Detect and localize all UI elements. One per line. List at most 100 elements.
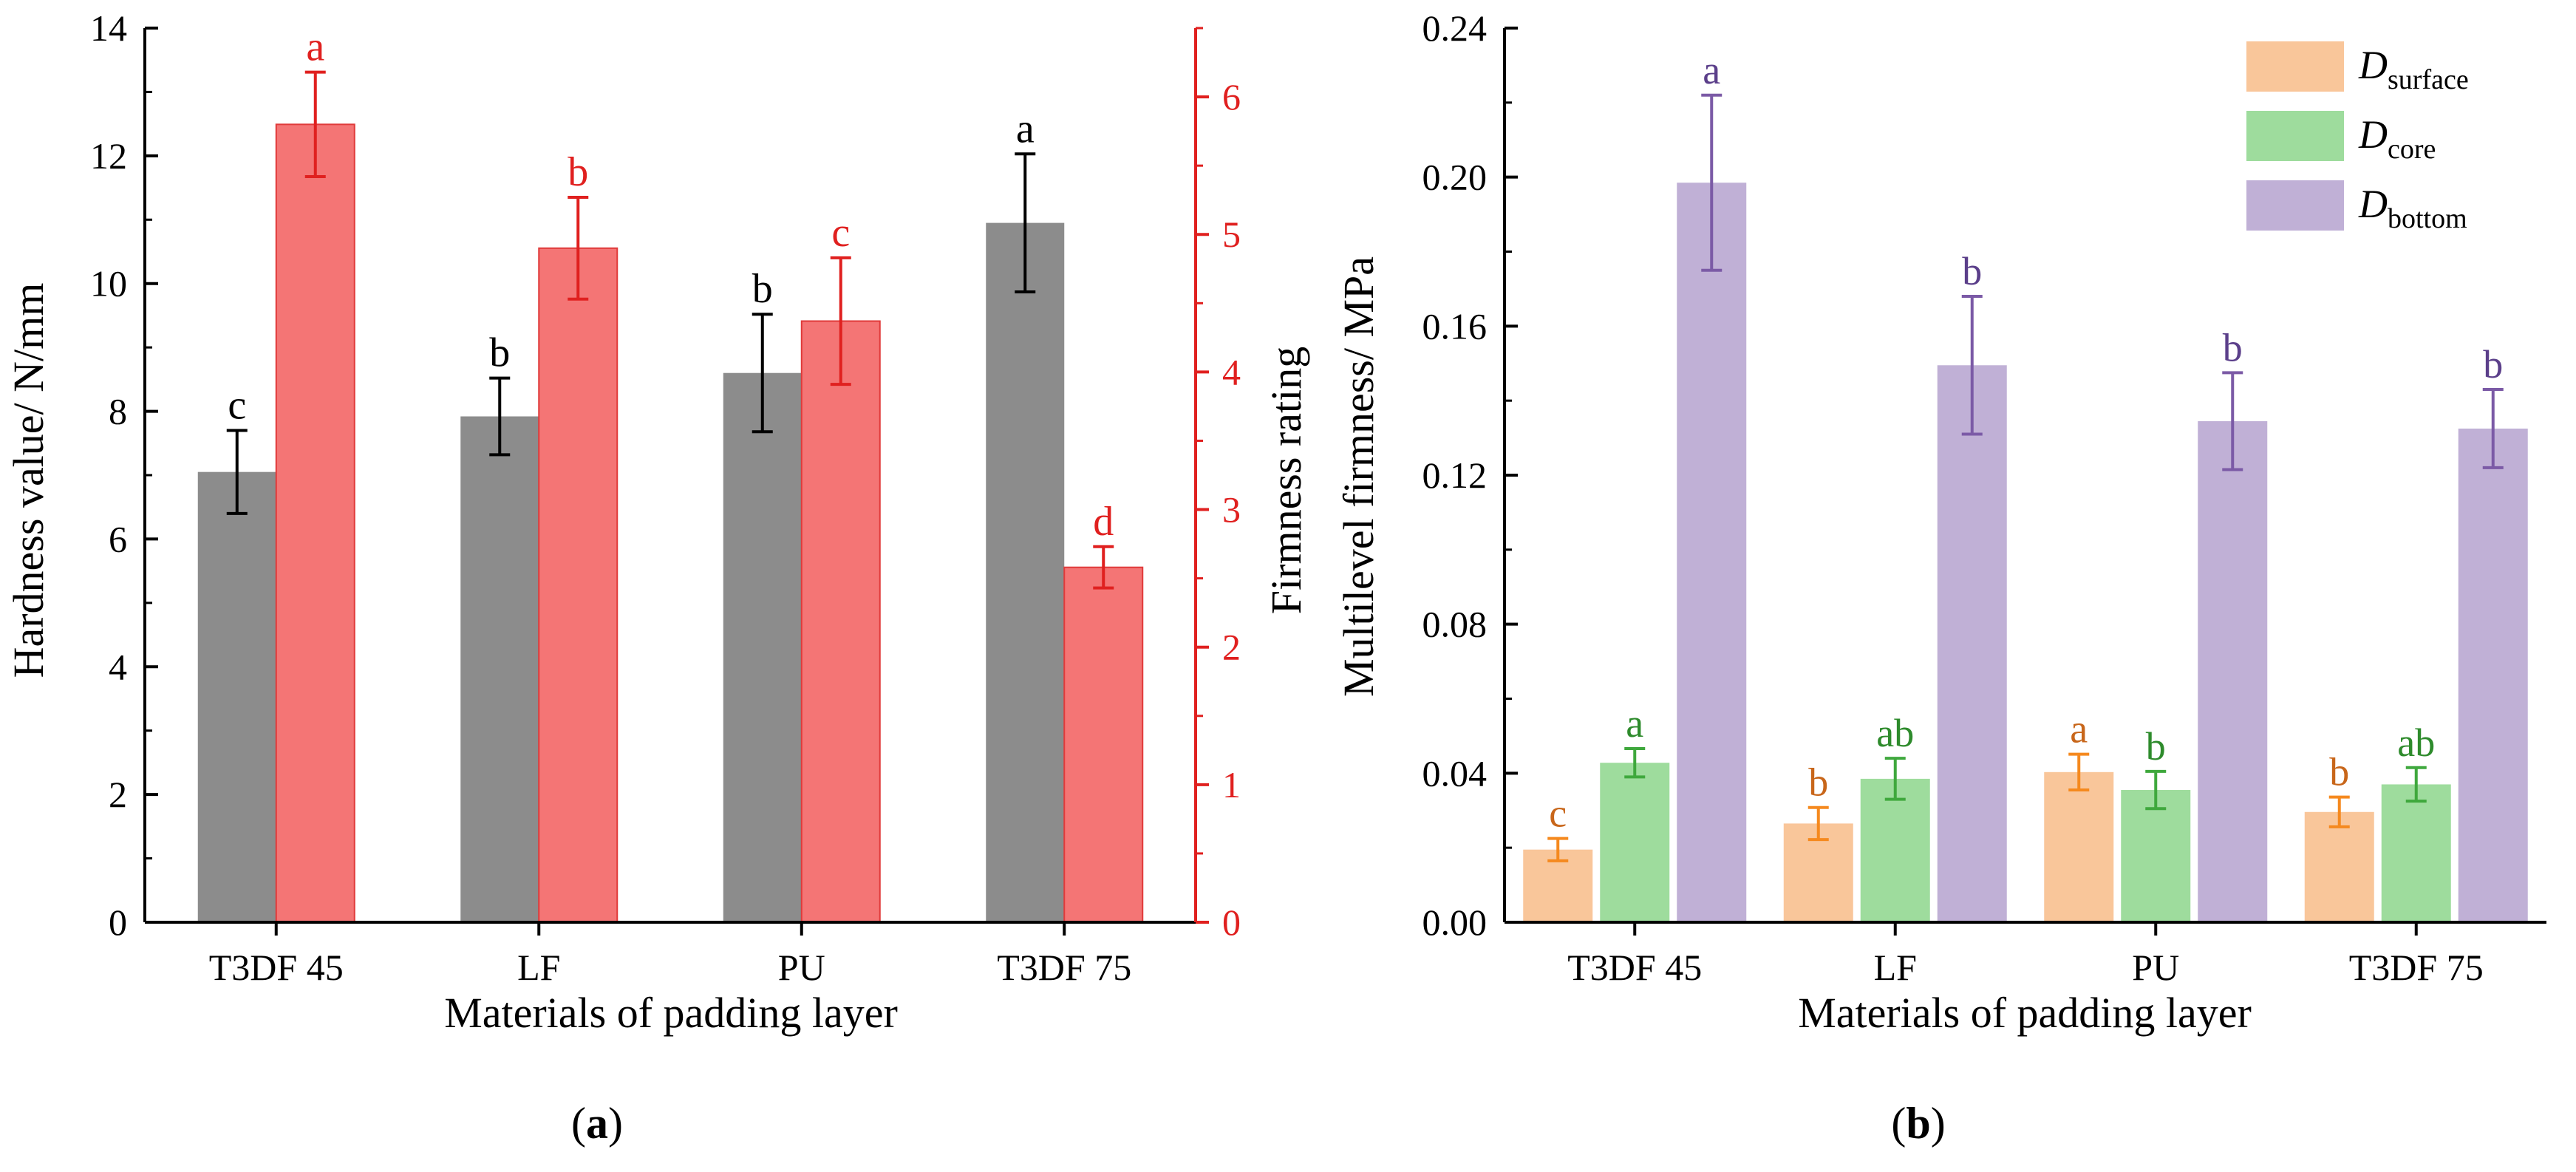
- panel-a-caption: (a): [571, 1099, 623, 1148]
- x-tick-label-a-3: T3DF 75: [997, 947, 1131, 988]
- bar-firmness-2: [800, 320, 881, 923]
- bar-core-0: [1600, 763, 1670, 922]
- x-tick-label-a-0: T3DF 45: [209, 947, 344, 988]
- legend-symbol-core: D: [2358, 112, 2388, 157]
- y-tick-label-a-left-4: 8: [109, 391, 127, 432]
- letter-hardness-2: b: [752, 266, 773, 312]
- x-tick-label-b-2: PU: [2132, 947, 2179, 988]
- panel-b-x-axis-title: Materials of padding layer: [1798, 989, 2252, 1037]
- panel-a-caption-letter: a: [586, 1099, 608, 1148]
- bar-hardness-3: [986, 222, 1065, 922]
- legend-subscript-surface: surface: [2388, 64, 2469, 95]
- legend-label-bottom: Dbottom: [2358, 182, 2467, 234]
- panel-a-significance-letters: c a b b b c a d: [228, 24, 1114, 545]
- letter-hardness-3: a: [1016, 106, 1035, 151]
- y-tick-label-b-5: 0.20: [1422, 157, 1488, 198]
- bar-hardness-0: [197, 471, 276, 922]
- legend-label-core: Dcore: [2358, 112, 2436, 165]
- letter-hardness-0: c: [228, 383, 246, 429]
- panel-a-x-axis-title: Materials of padding layer: [444, 989, 898, 1037]
- bar-bottom-0: [1677, 183, 1747, 922]
- bar-firmness-3: [1063, 566, 1144, 923]
- y-tick-label-a-right-2: 2: [1222, 627, 1241, 668]
- letter-core-3: ab: [2397, 720, 2435, 765]
- bar-firmness-1: [538, 247, 619, 924]
- y-tick-label-a-right-5: 5: [1222, 214, 1241, 255]
- bar-bottom-3: [2458, 428, 2528, 922]
- y-tick-label-b-4: 0.16: [1422, 305, 1488, 347]
- bar-surface-3: [2304, 811, 2374, 922]
- bar-hardness-2: [723, 372, 802, 922]
- x-tick-label-b-1: LF: [1874, 947, 1917, 988]
- letter-surface-3: b: [2329, 750, 2349, 794]
- x-tick-label-b-3: T3DF 75: [2349, 947, 2484, 988]
- legend-subscript-core: core: [2388, 134, 2436, 165]
- panel-a-left-axis-title: Hardness value/ N/mm: [4, 283, 52, 678]
- legend-symbol-bottom: D: [2358, 182, 2388, 226]
- panel-b-caption: (b): [1891, 1099, 1945, 1148]
- legend-swatch-bottom: [2246, 180, 2344, 231]
- panel-b-error-bars: [1547, 93, 2504, 862]
- y-tick-label-b-6: 0.24: [1422, 7, 1488, 49]
- letter-surface-0: c: [1549, 791, 1567, 836]
- y-tick-label-a-left-6: 12: [90, 135, 127, 177]
- panel-b-y-axis-title: Multilevel firmness/ MPa: [1335, 256, 1383, 697]
- y-tick-label-a-right-0: 0: [1222, 902, 1241, 943]
- bar-bottom-1: [1937, 365, 2007, 922]
- x-tick-label-b-0: T3DF 45: [1567, 947, 1702, 988]
- letter-firmness-3: d: [1093, 499, 1114, 545]
- y-tick-label-a-left-2: 4: [109, 646, 127, 687]
- legend-subscript-bottom: bottom: [2388, 203, 2467, 234]
- panel-a-error-bars: [226, 70, 1114, 590]
- y-tick-label-a-left-3: 6: [109, 518, 127, 559]
- letter-hardness-1: b: [489, 330, 510, 376]
- bar-core-2: [2121, 790, 2191, 922]
- y-tick-label-b-1: 0.04: [1422, 752, 1488, 794]
- y-tick-label-b-2: 0.08: [1422, 604, 1488, 645]
- letter-core-0: a: [1626, 701, 1643, 746]
- y-tick-label-a-left-0: 0: [109, 902, 127, 943]
- letter-core-1: ab: [1876, 711, 1914, 755]
- y-tick-label-a-right-1: 1: [1222, 764, 1241, 805]
- panel-a-bars: [197, 123, 1144, 924]
- y-tick-label-b-3: 0.12: [1422, 454, 1488, 496]
- bar-bottom-2: [2198, 420, 2268, 922]
- panel-b-bars: [1523, 183, 2528, 922]
- x-tick-label-a-2: PU: [778, 947, 825, 988]
- letter-bottom-0: a: [1703, 48, 1720, 92]
- letter-bottom-3: b: [2483, 342, 2503, 386]
- letter-bottom-2: b: [2223, 325, 2243, 369]
- y-tick-label-a-left-7: 14: [90, 7, 127, 49]
- letter-firmness-1: b: [568, 149, 588, 195]
- letter-core-2: b: [2146, 724, 2166, 769]
- legend-label-surface: Dsurface: [2358, 43, 2469, 95]
- letter-surface-2: a: [2070, 707, 2088, 752]
- legend-swatch-core: [2246, 111, 2344, 161]
- y-tick-label-b-0: 0.00: [1422, 902, 1488, 943]
- bar-hardness-1: [460, 416, 539, 922]
- y-tick-label-a-left-5: 10: [90, 263, 127, 304]
- panel-b-axes: T3DF 45 LF PU T3DF 75 0.00 0.04 0.08 0.12 0.16 0.…: [1422, 7, 2546, 988]
- legend-swatch-surface: [2246, 41, 2344, 92]
- panel-a-right-axis-title: Firmness rating: [1262, 347, 1310, 614]
- legend-symbol-surface: D: [2358, 43, 2388, 87]
- letter-firmness-0: a: [306, 24, 324, 70]
- y-tick-label-a-right-3: 3: [1222, 489, 1241, 531]
- bar-core-1: [1860, 778, 1930, 922]
- y-tick-label-a-right-4: 4: [1222, 351, 1241, 392]
- x-tick-label-a-1: LF: [517, 947, 560, 988]
- panel-b-caption-letter: b: [1906, 1099, 1930, 1148]
- bar-firmness-0: [275, 123, 355, 923]
- letter-surface-1: b: [1808, 760, 1828, 805]
- letter-firmness-2: c: [831, 210, 850, 256]
- letter-bottom-1: b: [1962, 249, 1982, 293]
- y-tick-label-a-left-1: 2: [109, 774, 127, 815]
- bar-surface-2: [2044, 771, 2114, 922]
